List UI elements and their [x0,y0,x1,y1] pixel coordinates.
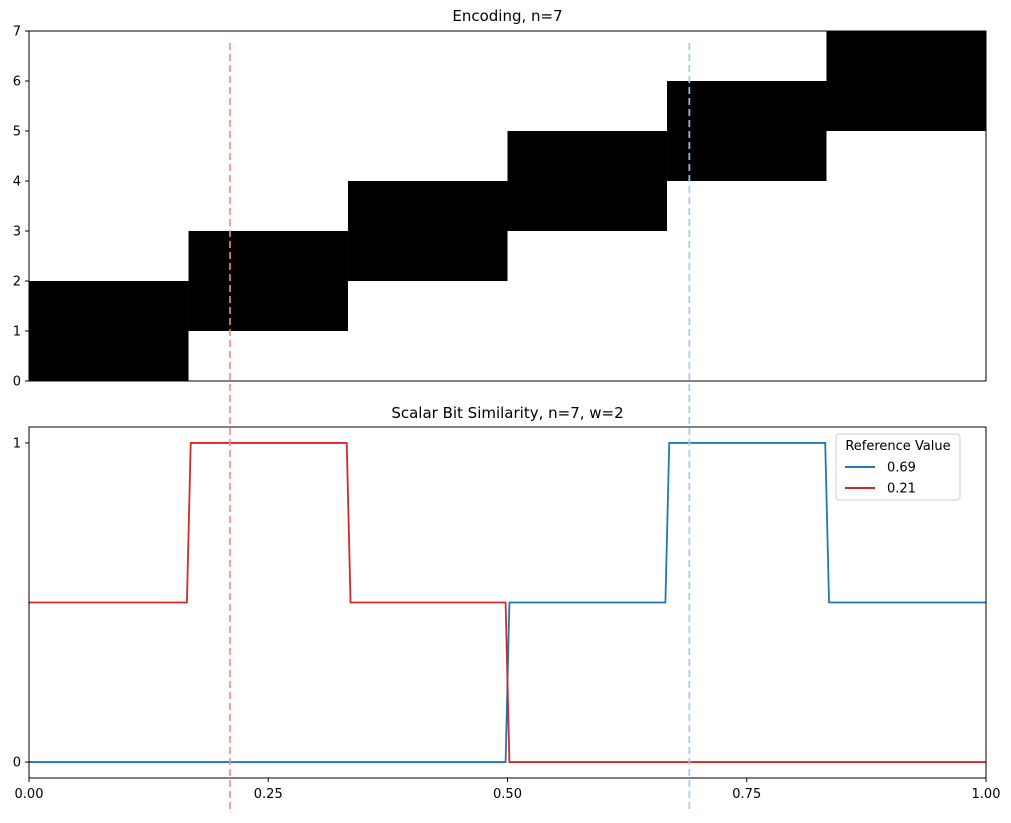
encoding-ytick-label: 0 [13,375,21,390]
similarity-chart: Scalar Bit Similarity, n=7, w=2 0.00 0.25… [13,404,1001,802]
legend-label-series-1: 0.69 [887,461,916,476]
similarity-lines [29,442,986,763]
similarity-ytick-label: 0 [13,756,21,771]
series-line-2 [29,442,986,763]
legend-box [835,433,961,501]
reference-lines [229,43,691,813]
encoding-block-3 [347,181,508,281]
similarity-x-axis: 0.00 0.25 0.50 0.75 1.00 [15,778,1001,802]
encoding-block-2 [188,231,348,331]
encoding-chart-title: Encoding, n=7 [452,7,562,25]
encoding-ytick-label: 3 [13,225,21,240]
similarity-xtick-label: 1.00 [972,787,1001,802]
encoding-ytick-label: 2 [13,275,21,290]
similarity-xtick-label: 0.00 [15,787,44,802]
encoding-y-axis: 0 1 2 3 4 5 6 7 [13,25,29,390]
encoding-block-4 [507,131,668,231]
encoding-chart: Encoding, n=7 0 1 2 3 4 5 6 7 [13,7,987,390]
series-line-1 [29,442,986,763]
similarity-ytick-label: 1 [13,436,21,451]
encoding-ytick-label: 4 [13,175,21,190]
similarity-y-axis: 01 [13,436,29,771]
legend-title: Reference Value [845,439,950,454]
similarity-xtick-label: 0.50 [493,787,522,802]
legend: Reference Value 0.69 0.21 [835,433,961,501]
encoding-block-6 [826,31,986,131]
encoding-block-5 [667,81,827,181]
encoding-blocks [29,31,986,381]
encoding-plot-frame [28,30,987,382]
encoding-ytick-label: 7 [13,25,21,40]
similarity-xtick-label: 0.25 [254,787,283,802]
encoding-ytick-label: 6 [13,75,21,90]
legend-label-series-2: 0.21 [887,482,916,497]
encoding-ytick-label: 1 [13,325,21,340]
similarity-xtick-label: 0.75 [732,787,761,802]
encoding-block-1 [29,281,189,381]
encoding-ytick-label: 5 [13,125,21,140]
similarity-chart-title: Scalar Bit Similarity, n=7, w=2 [391,404,623,422]
